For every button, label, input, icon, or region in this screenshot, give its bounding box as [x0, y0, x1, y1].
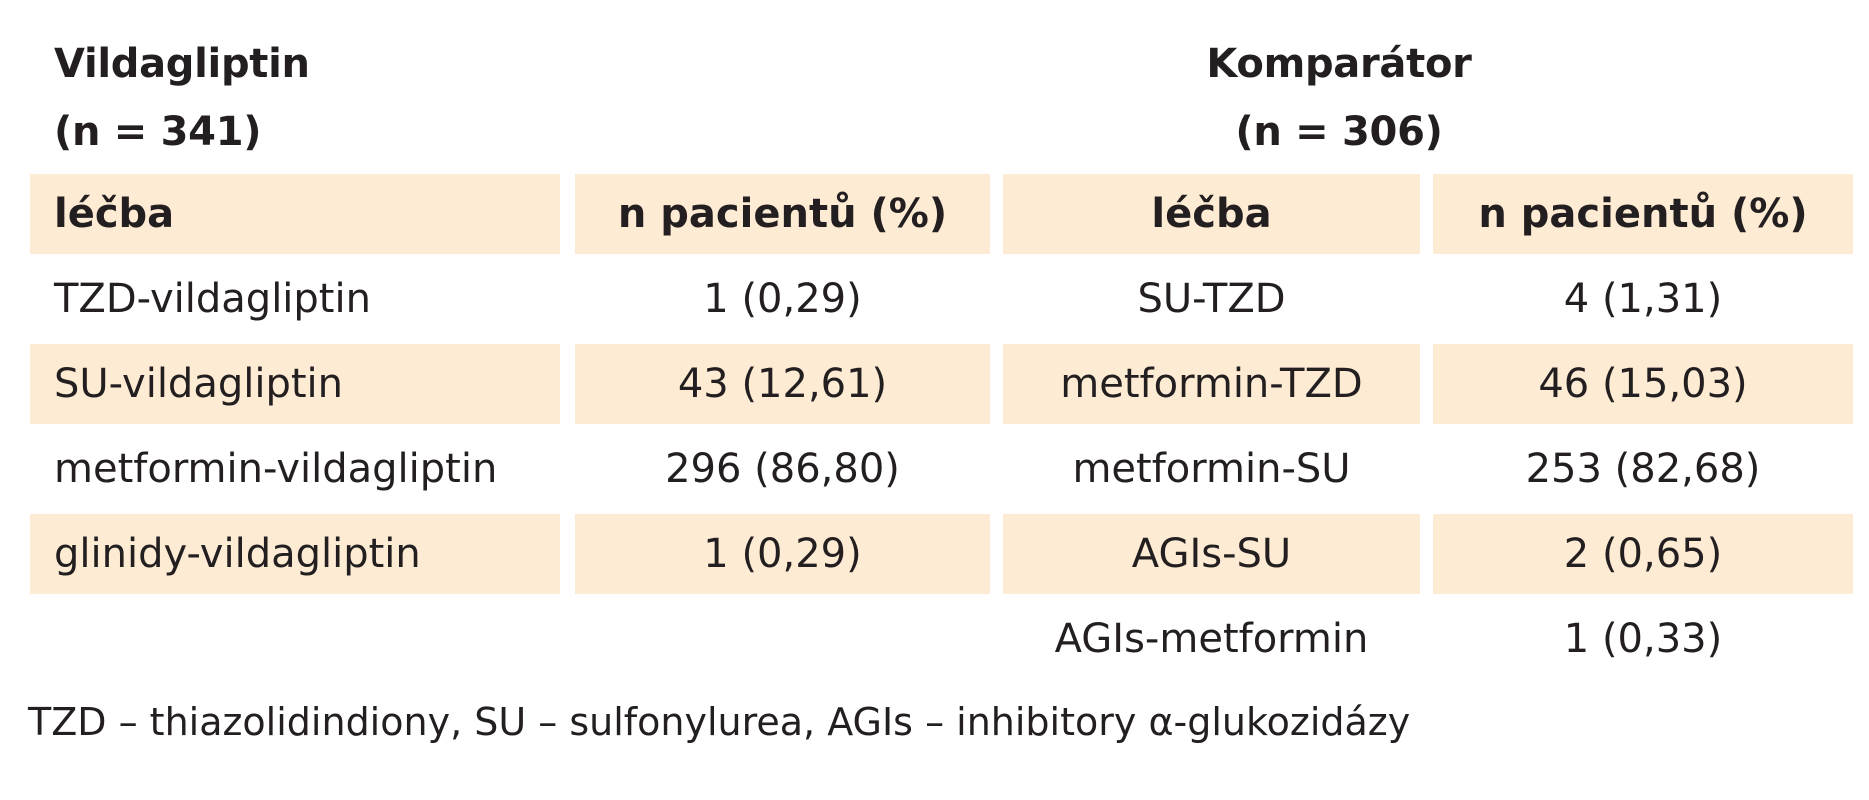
vildagliptin-patients-cell — [575, 599, 990, 679]
comparator-treatment-cell: SU-TZD — [1137, 276, 1286, 322]
vildagliptin-group-count: (n = 341) — [54, 109, 262, 155]
header-comparator-patients: n pacientů (%) — [1433, 174, 1853, 254]
table-row: SU-vildagliptin 43 (12,61) metformin-TZD… — [30, 344, 1853, 424]
table-header-row: léčba n pacientů (%) léčba n pacientů (%… — [30, 174, 1853, 254]
vildagliptin-treatment-cell: metformin-vildagliptin — [54, 446, 498, 492]
table-row: AGIs-metformin 1 (0,33) — [30, 599, 1853, 679]
comparator-treatment-cell: AGIs-SU — [1003, 514, 1420, 594]
comparator-patients-cell: 46 (15,03) — [1433, 344, 1853, 424]
vildagliptin-patients-cell: 1 (0,29) — [575, 514, 990, 594]
treatment-table: léčba n pacientů (%) léčba n pacientů (%… — [30, 174, 1853, 679]
table-row: TZD-vildagliptin 1 (0,29) SU-TZD 4 (1,31… — [30, 259, 1853, 339]
table-row: glinidy-vildagliptin 1 (0,29) AGIs-SU 2 … — [30, 514, 1853, 594]
comparator-treatment-cell: AGIs-metformin — [1054, 616, 1369, 662]
vildagliptin-patients-cell: 43 (12,61) — [575, 344, 990, 424]
comparator-patients-cell: 253 (82,68) — [1525, 446, 1761, 492]
comparator-treatment-cell: metformin-SU — [1072, 446, 1351, 492]
vildagliptin-treatment-cell — [30, 599, 560, 679]
comparator-patients-cell: 4 (1,31) — [1563, 276, 1723, 322]
vildagliptin-treatment-cell: SU-vildagliptin — [30, 344, 560, 424]
comparator-patients-cell: 2 (0,65) — [1433, 514, 1853, 594]
comparator-patients-cell: 1 (0,33) — [1563, 616, 1723, 662]
comparator-group-name: Komparátor — [1206, 41, 1472, 87]
table-row: metformin-vildagliptin 296 (86,80) metfo… — [30, 429, 1853, 509]
vildagliptin-treatment-cell: TZD-vildagliptin — [54, 276, 371, 322]
header-comparator-treatment: léčba — [1003, 174, 1420, 254]
header-vildagliptin-treatment: léčba — [30, 174, 560, 254]
comparator-group-count: (n = 306) — [1235, 109, 1443, 155]
vildagliptin-patients-cell: 1 (0,29) — [703, 276, 862, 322]
vildagliptin-group-name: Vildagliptin — [54, 41, 310, 87]
header-vildagliptin-patients: n pacientů (%) — [575, 174, 990, 254]
table-footnote: TZD – thiazolidindiony, SU – sulfonylure… — [28, 700, 1411, 744]
vildagliptin-patients-cell: 296 (86,80) — [665, 446, 900, 492]
comparator-group-title: Komparátor (n = 306) — [1003, 30, 1675, 166]
vildagliptin-treatment-cell: glinidy-vildagliptin — [30, 514, 560, 594]
comparator-treatment-cell: metformin-TZD — [1003, 344, 1420, 424]
vildagliptin-group-title: Vildagliptin (n = 341) — [54, 30, 310, 166]
